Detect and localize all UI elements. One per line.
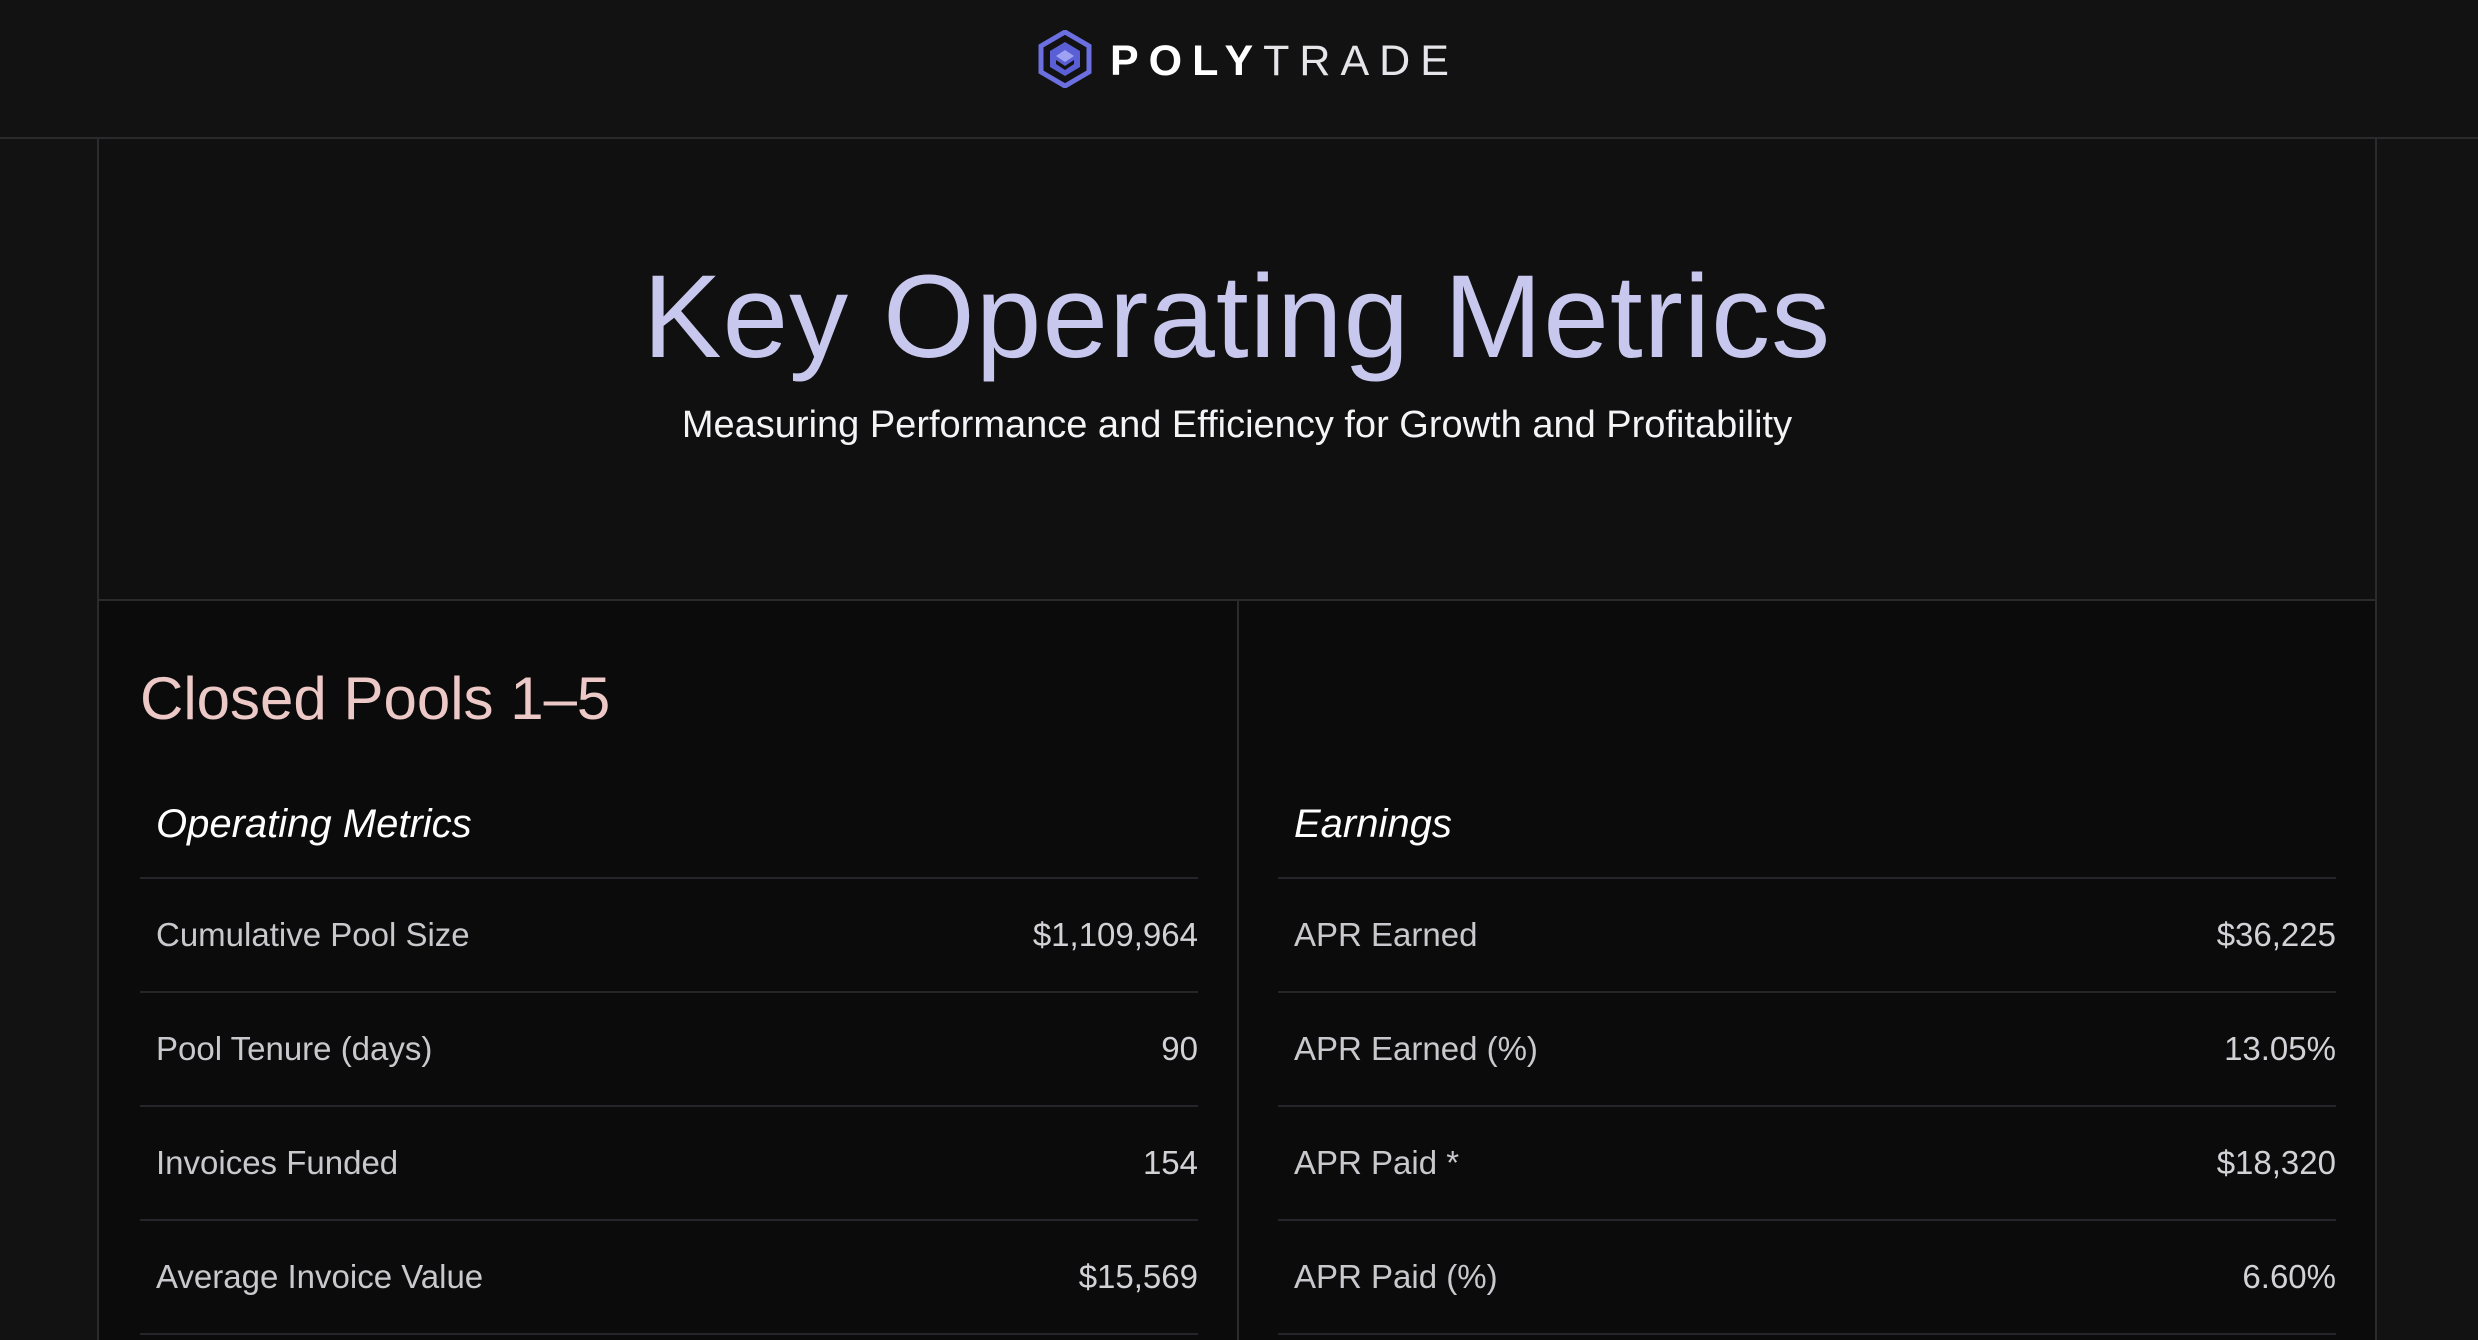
earnings-table: Earnings APR Earned $36,225 APR Earned (… (1278, 771, 2336, 1335)
table-row: APR Earned (%) 13.05% (1278, 993, 2336, 1107)
table-row: Average Invoice Value $15,569 (140, 1221, 1198, 1335)
polytrade-logo-icon (1038, 28, 1092, 93)
metric-label: Average Invoice Value (156, 1258, 484, 1295)
section-title: Closed Pools 1–5 (140, 665, 611, 732)
metric-value: 13.05% (2224, 1030, 2336, 1067)
table-row: APR Earned $36,225 (1278, 879, 2336, 993)
panel-divider (1237, 601, 1239, 1340)
metric-value: 6.60% (2242, 1258, 2336, 1295)
operating-metrics-table: Operating Metrics Cumulative Pool Size $… (140, 771, 1198, 1335)
table-row: Invoices Funded 154 (140, 1107, 1198, 1221)
metric-value: $18,320 (2216, 1144, 2336, 1181)
top-navbar: POLYTRADE (0, 0, 2478, 139)
metric-label: Invoices Funded (156, 1144, 399, 1181)
metric-value: $1,109,964 (1032, 916, 1198, 953)
metric-value: $36,225 (2216, 916, 2336, 953)
brand-logo[interactable]: POLYTRADE (1038, 28, 1459, 93)
metric-label: APR Earned (1294, 916, 1478, 953)
metrics-panels: Closed Pools 1–5 Operating Metrics Cumul… (99, 601, 2375, 1340)
metric-label: APR Paid * (1294, 1144, 1460, 1181)
metric-label: Cumulative Pool Size (156, 916, 470, 953)
metric-value: 154 (1142, 1144, 1198, 1181)
operating-metrics-heading: Operating Metrics (140, 771, 1198, 879)
page-subtitle: Measuring Performance and Efficiency for… (681, 404, 1793, 446)
metric-value: $15,569 (1078, 1258, 1198, 1295)
table-row: APR Paid (%) 6.60% (1278, 1221, 2336, 1335)
metric-label: Pool Tenure (days) (156, 1030, 433, 1067)
table-row: Cumulative Pool Size $1,109,964 (140, 879, 1198, 993)
content-frame: Key Operating Metrics Measuring Performa… (97, 139, 2377, 1340)
hero-section: Key Operating Metrics Measuring Performa… (99, 139, 2375, 601)
table-row: APR Paid * $18,320 (1278, 1107, 2336, 1221)
metric-value: 90 (1161, 1030, 1198, 1067)
brand-name-light: TRADE (1263, 36, 1459, 85)
table-row: Pool Tenure (days) 90 (140, 993, 1198, 1107)
page-title: Key Operating Metrics (642, 251, 1832, 383)
metric-label: APR Earned (%) (1294, 1030, 1538, 1067)
brand-name-bold: POLY (1110, 36, 1264, 85)
earnings-heading: Earnings (1278, 771, 2336, 879)
metric-label: APR Paid (%) (1294, 1258, 1498, 1295)
